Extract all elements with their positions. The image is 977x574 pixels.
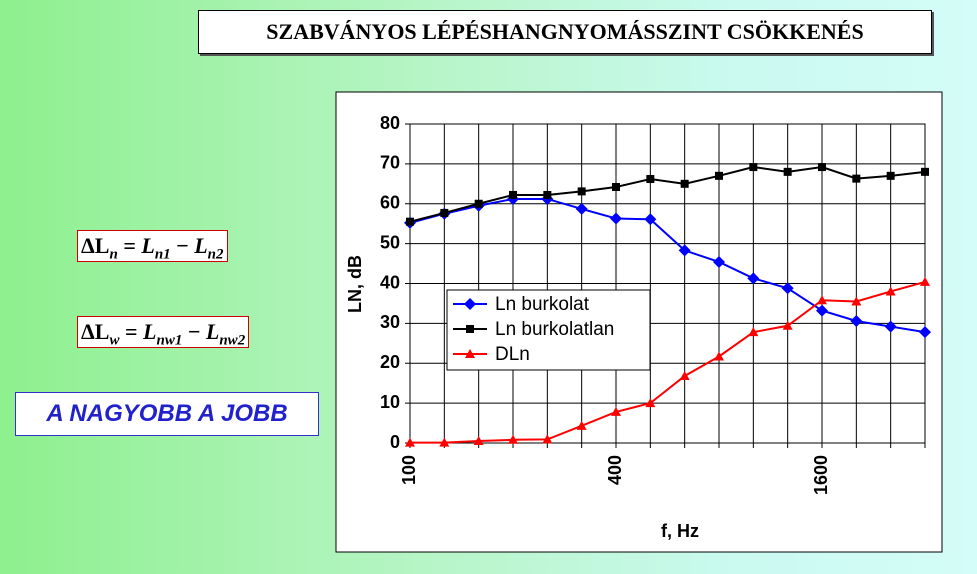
sub: w <box>109 332 120 349</box>
sub: n1 <box>154 246 171 263</box>
legend-label: Ln burkolatlan <box>495 319 614 340</box>
marker <box>575 202 588 215</box>
y-tick-label: 60 <box>380 193 400 213</box>
x-tick-label: 100 <box>399 455 419 485</box>
x-axis-label: f, Hz <box>661 521 699 541</box>
marker <box>715 171 723 180</box>
series-line <box>410 280 926 444</box>
term: L <box>141 233 155 258</box>
y-tick-label: 80 <box>380 113 400 133</box>
formula: ΔLn = Ln1 − Ln2 <box>77 230 228 262</box>
marker <box>816 304 828 317</box>
marker <box>440 208 449 217</box>
y-tick-label: 50 <box>380 232 400 252</box>
marker <box>473 436 484 446</box>
marker <box>818 163 826 172</box>
term: ΔL <box>81 233 110 258</box>
legend-label: Ln burkolat <box>495 294 590 315</box>
term: L <box>205 319 220 344</box>
marker <box>884 320 897 333</box>
sub: n <box>109 246 118 263</box>
marker <box>612 183 620 192</box>
marker <box>610 212 622 225</box>
marker <box>611 406 621 416</box>
marker <box>748 327 759 337</box>
y-tick-label: 10 <box>380 392 400 412</box>
marker <box>542 434 553 444</box>
motto: A NAGYOBB A JOBB <box>15 392 319 436</box>
marker <box>886 171 895 180</box>
term: L <box>143 319 157 344</box>
marker <box>576 420 587 430</box>
marker <box>921 167 929 176</box>
marker <box>680 179 689 188</box>
marker <box>645 398 656 408</box>
marker <box>646 175 655 184</box>
x-tick-label: 400 <box>605 455 625 485</box>
marker <box>713 255 725 268</box>
marker <box>405 437 415 447</box>
marker <box>714 351 724 361</box>
marker <box>543 190 552 199</box>
marker <box>679 371 690 381</box>
marker <box>464 298 476 310</box>
x-tick-label: 1600 <box>811 455 831 495</box>
marker <box>852 174 861 183</box>
marker <box>920 276 930 286</box>
marker <box>678 244 691 257</box>
marker <box>644 213 657 226</box>
series-line <box>409 166 926 223</box>
marker <box>850 314 863 327</box>
y-tick-label: 20 <box>380 352 400 372</box>
marker <box>851 296 862 306</box>
series-line <box>409 197 926 334</box>
marker <box>782 320 793 330</box>
op: = <box>123 233 136 258</box>
y-tick-label: 70 <box>380 153 400 173</box>
y-axis-label: LN, dB <box>345 255 365 313</box>
formula: ΔLw = Lnw1 − Lnw2 <box>77 316 250 349</box>
marker <box>783 167 792 176</box>
marker <box>406 217 414 226</box>
slide-title: SZABVÁNYOS LÉPÉSHANGNYOMÁSSZINT CSÖKKENÉ… <box>198 10 932 54</box>
legend-label: DLn <box>495 344 530 365</box>
marker <box>466 325 474 333</box>
marker <box>577 187 586 196</box>
op: = <box>124 319 138 344</box>
marker <box>439 437 450 447</box>
y-tick-label: 30 <box>380 312 400 332</box>
marker <box>885 286 896 296</box>
y-tick-label: 0 <box>390 432 400 452</box>
marker <box>747 272 760 285</box>
sub: nw2 <box>219 332 246 349</box>
op: − <box>176 233 189 258</box>
marker <box>508 434 518 444</box>
marker <box>749 163 758 172</box>
marker <box>474 199 483 208</box>
term: ΔL <box>81 319 110 344</box>
sub: n2 <box>207 246 224 263</box>
marker <box>781 282 794 295</box>
op: − <box>187 319 201 344</box>
sub: nw1 <box>156 332 183 349</box>
marker <box>817 295 827 305</box>
term: L <box>194 233 208 258</box>
y-tick-label: 40 <box>380 272 400 292</box>
marker <box>919 326 931 339</box>
marker <box>465 349 475 358</box>
marker <box>509 190 517 199</box>
